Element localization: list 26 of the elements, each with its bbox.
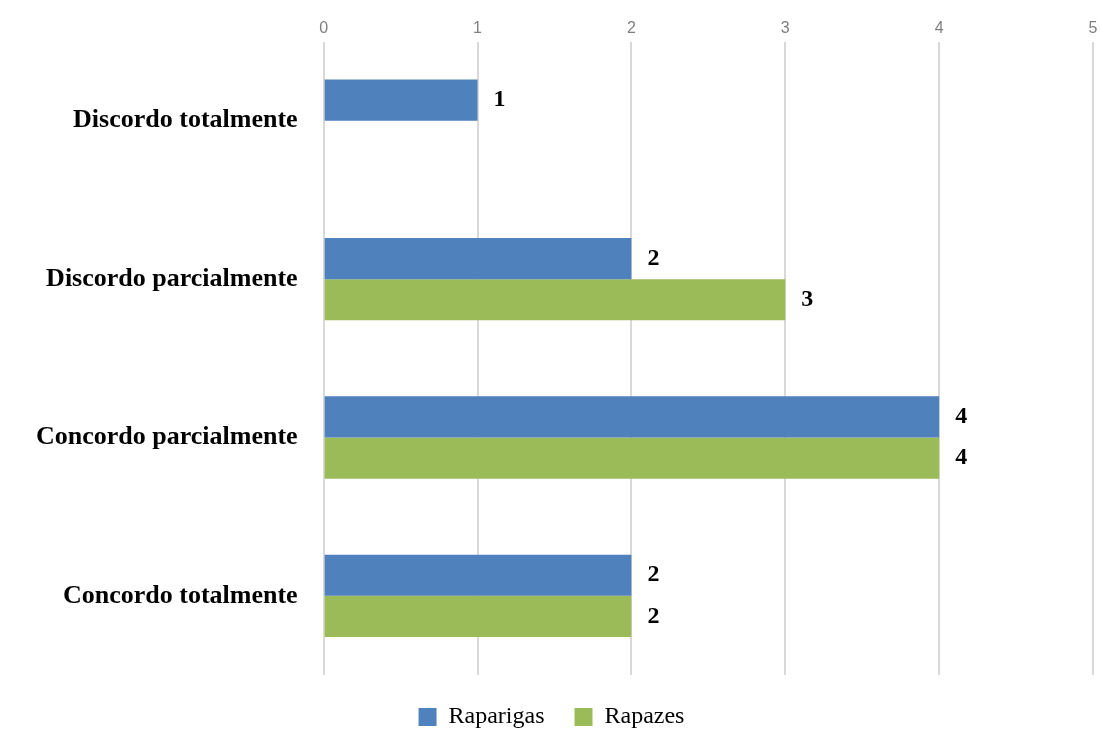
data-label: 4 [955, 402, 968, 429]
x-tick-label: 2 [626, 19, 636, 37]
bar [324, 437, 940, 479]
x-tick-label: 5 [1088, 19, 1098, 37]
y-tick-label: Concordo totalmente [62, 579, 298, 609]
bar [324, 396, 940, 438]
data-label: 2 [647, 560, 660, 587]
x-tick-label: 4 [934, 19, 944, 37]
y-tick-label: Discordo parcialmente [46, 262, 298, 292]
y-tick-label: Concordo parcialmente [35, 421, 298, 451]
legend-label: Raparigas [448, 702, 545, 729]
data-label: 1 [493, 85, 506, 112]
data-label: 4 [955, 443, 968, 470]
data-label: 3 [801, 284, 814, 311]
legend-label: Rapazes [604, 702, 685, 729]
x-tick-label: 3 [780, 19, 790, 37]
bar [324, 237, 632, 280]
x-tick-label: 1 [473, 19, 483, 37]
y-tick-label: Discordo totalmente [73, 104, 298, 134]
bar [324, 554, 632, 596]
bar [324, 595, 632, 637]
bar [324, 79, 478, 121]
x-tick-label: 0 [319, 19, 329, 37]
data-label: 2 [647, 601, 660, 628]
data-label: 2 [647, 243, 660, 270]
bar [324, 279, 786, 321]
